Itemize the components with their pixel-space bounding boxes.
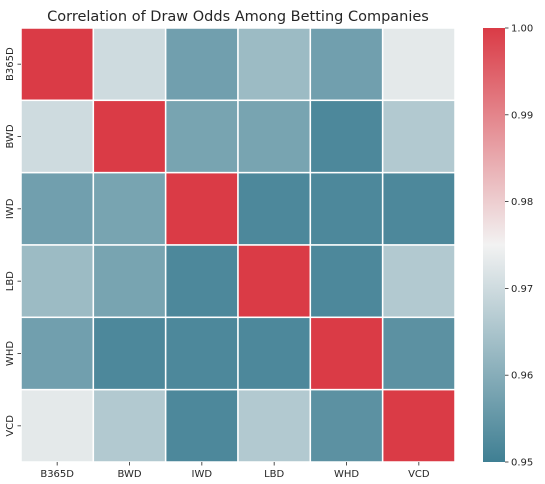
y-tick-label: LBD: [5, 271, 16, 291]
x-tick-label: B365D: [40, 469, 74, 480]
x-tick-label: LBD: [264, 469, 284, 480]
y-tick-label: VCD: [5, 415, 16, 437]
heatmap-cell-iwd-bwd: [92, 171, 167, 246]
colorbar-tick-label: 0.99: [511, 110, 533, 121]
heatmap-cell-whd-b365d: [20, 316, 95, 391]
heatmap-cell-vcd-iwd: [164, 388, 239, 463]
heatmap-cell-lbd-iwd: [164, 244, 239, 319]
x-tick-label: VCD: [408, 469, 430, 480]
heatmap-cell-b365d-whd: [309, 27, 384, 102]
heatmap-cells: [20, 27, 456, 463]
heatmap-cell-vcd-vcd: [381, 388, 456, 463]
y-tick-label: IWD: [5, 198, 16, 219]
heatmap-cell-bwd-whd: [309, 99, 384, 174]
heatmap-cell-whd-iwd: [164, 316, 239, 391]
heatmap-cell-vcd-whd: [309, 388, 384, 463]
heatmap-cell-iwd-lbd: [237, 171, 312, 246]
heatmap-cell-b365d-iwd: [164, 27, 239, 102]
y-axis: B365D BWD IWD LBD WHD VCD: [5, 47, 21, 437]
heatmap-cell-lbd-b365d: [20, 244, 95, 319]
heatmap-cell-iwd-vcd: [381, 171, 456, 246]
heatmap-cell-bwd-bwd: [92, 99, 167, 174]
colorbar-tick-label: 0.95: [511, 458, 533, 469]
heatmap-cell-iwd-iwd: [164, 171, 239, 246]
x-tick-label: BWD: [117, 469, 141, 480]
heatmap-cell-lbd-whd: [309, 244, 384, 319]
heatmap-cell-b365d-b365d: [20, 27, 95, 102]
colorbar-tick-label: 0.98: [511, 197, 533, 208]
y-tick-label: WHD: [5, 341, 16, 366]
y-tick-label: BWD: [5, 124, 16, 148]
heatmap-cell-iwd-whd: [309, 171, 384, 246]
heatmap-cell-b365d-lbd: [237, 27, 312, 102]
colorbar-tick-label: 1.00: [511, 24, 533, 35]
colorbar: 0.95 0.96 0.97 0.98 0.99 1.00: [483, 24, 533, 469]
heatmap-cell-lbd-bwd: [92, 244, 167, 319]
heatmap-cell-vcd-b365d: [20, 388, 95, 463]
heatmap-cell-lbd-vcd: [381, 244, 456, 319]
x-axis: B365D BWD IWD LBD WHD VCD: [40, 462, 430, 480]
heatmap-cell-lbd-lbd: [237, 244, 312, 319]
heatmap-cell-whd-whd: [309, 316, 384, 391]
heatmap-cell-b365d-bwd: [92, 27, 167, 102]
heatmap-cell-b365d-vcd: [381, 27, 456, 102]
heatmap-cell-whd-vcd: [381, 316, 456, 391]
heatmap-cell-vcd-bwd: [92, 388, 167, 463]
heatmap-cell-iwd-b365d: [20, 171, 95, 246]
heatmap-cell-bwd-iwd: [164, 99, 239, 174]
colorbar-tick-label: 0.97: [511, 284, 533, 295]
heatmap-cell-whd-lbd: [237, 316, 312, 391]
colorbar-gradient: [483, 28, 505, 462]
heatmap-cell-vcd-lbd: [237, 388, 312, 463]
x-tick-label: WHD: [334, 469, 359, 480]
heatmap-cell-bwd-vcd: [381, 99, 456, 174]
heatmap-cell-bwd-lbd: [237, 99, 312, 174]
chart-title: Correlation of Draw Odds Among Betting C…: [47, 9, 429, 25]
y-tick-label: B365D: [5, 47, 16, 81]
heatmap-cell-bwd-b365d: [20, 99, 95, 174]
colorbar-tick-label: 0.96: [511, 371, 533, 382]
heatmap-cell-whd-bwd: [92, 316, 167, 391]
x-tick-label: IWD: [192, 469, 213, 480]
